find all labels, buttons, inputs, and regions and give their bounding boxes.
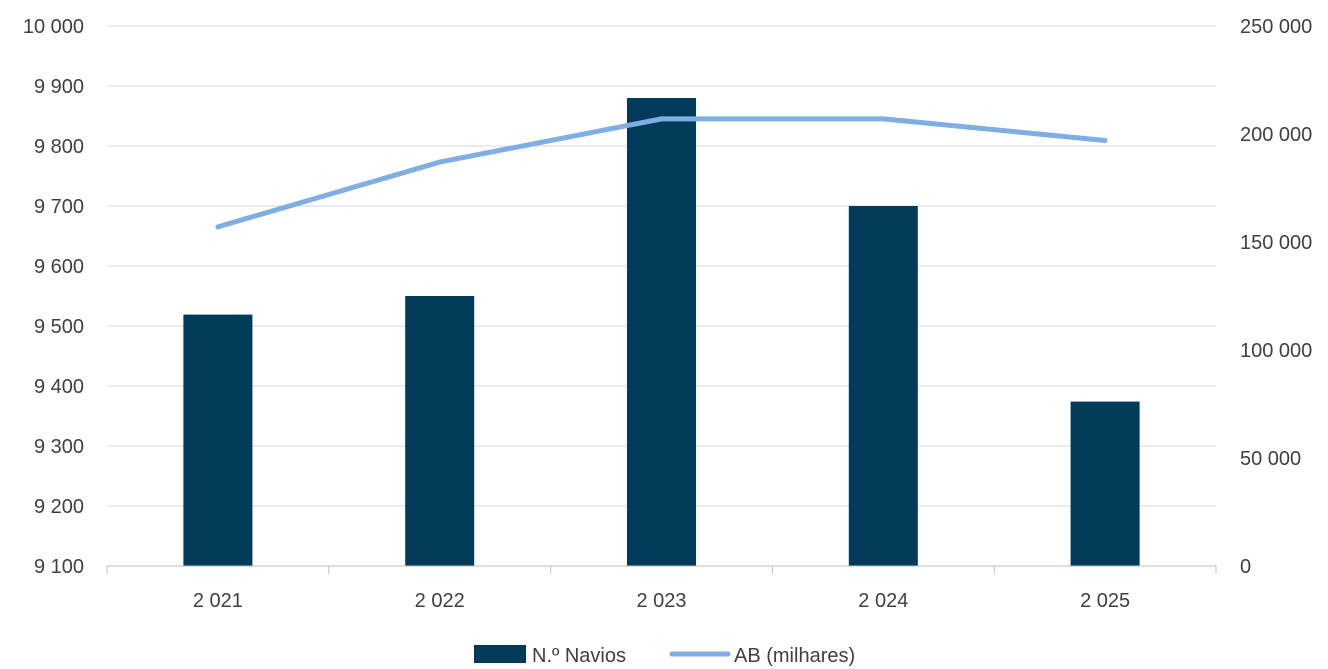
right-tick-label: 100 000	[1240, 340, 1312, 362]
left-tick-label: 9 100	[34, 556, 84, 578]
right-tick-label: 250 000	[1240, 16, 1312, 38]
legend-swatch-navios	[474, 645, 526, 663]
x-axis-ticks: 2 021 2 022 2 023 2 024 2 025	[193, 590, 1130, 612]
left-tick-label: 9 800	[34, 136, 84, 158]
left-tick-label: 9 300	[34, 436, 84, 458]
left-tick-label: 9 500	[34, 316, 84, 338]
left-tick-label: 9 900	[34, 76, 84, 98]
left-axis-ticks: 9 100 9 200 9 300 9 400 9 500 9 600 9 700 9 800…	[23, 16, 84, 578]
bar-1	[183, 314, 253, 566]
bar-4	[848, 206, 918, 566]
left-tick-label: 9 700	[34, 196, 84, 218]
x-tick-label: 2 022	[415, 590, 465, 612]
left-tick-label: 9 600	[34, 256, 84, 278]
x-tick-label: 2 024	[858, 590, 908, 612]
legend-label-navios: N.º Navios	[532, 645, 626, 667]
x-tick-label: 2 025	[1080, 590, 1130, 612]
bar-3	[627, 98, 696, 566]
x-tick-label: 2 023	[636, 590, 686, 612]
left-tick-label: 9 200	[34, 496, 84, 518]
legend-label-ab: AB (milhares)	[734, 645, 855, 667]
right-tick-label: 0	[1240, 556, 1251, 578]
left-tick-label: 10 000	[23, 16, 84, 38]
left-tick-label: 9 400	[34, 376, 84, 398]
right-axis-ticks: 0 50 000 100 000 150 000 200 000 250 000	[1240, 16, 1312, 578]
right-tick-label: 200 000	[1240, 124, 1312, 146]
line-series	[215, 116, 1108, 230]
right-tick-label: 50 000	[1240, 448, 1301, 470]
bar-series	[183, 98, 1140, 566]
bar-2	[405, 296, 475, 566]
legend: N.º Navios AB (milhares)	[474, 645, 855, 667]
x-tick-label: 2 021	[193, 590, 243, 612]
axes	[106, 565, 1217, 574]
right-tick-label: 150 000	[1240, 232, 1312, 254]
bar-5	[1070, 401, 1140, 566]
